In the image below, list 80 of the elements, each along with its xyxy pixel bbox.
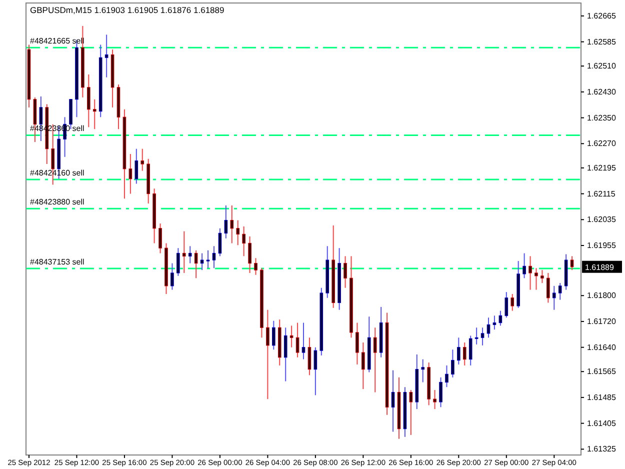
candlestick xyxy=(462,342,466,366)
candlestick xyxy=(200,252,204,271)
candlestick xyxy=(176,248,180,276)
candlestick xyxy=(480,327,484,346)
candlestick xyxy=(206,250,210,269)
y-tick-label: 1.62665 xyxy=(587,11,616,20)
candlestick xyxy=(391,370,395,432)
candlestick xyxy=(158,223,162,254)
candlestick xyxy=(546,272,550,304)
y-tick-label: 1.62115 xyxy=(587,189,616,198)
candlestick xyxy=(528,256,532,290)
candlestick xyxy=(409,390,413,436)
candlestick xyxy=(92,98,96,130)
y-tick-label: 1.62195 xyxy=(587,163,616,172)
candlestick xyxy=(457,337,460,365)
candlestick xyxy=(314,346,318,396)
candlestick xyxy=(445,364,448,388)
candlestick xyxy=(128,153,132,194)
y-tick-label: 1.61955 xyxy=(587,241,616,250)
candlestick xyxy=(104,34,108,78)
candlestick xyxy=(534,268,538,290)
y-tick-label: 1.61325 xyxy=(587,444,616,454)
candlestick xyxy=(170,262,174,290)
y-tick-label: 1.61405 xyxy=(587,418,616,428)
candlestick xyxy=(302,322,306,360)
candlestick xyxy=(212,246,216,269)
candlestick xyxy=(492,315,496,330)
candlestick xyxy=(308,337,312,376)
candlestick xyxy=(373,327,377,393)
candlestick xyxy=(194,250,198,279)
ref-line-label: #48437153 sell xyxy=(30,257,84,266)
candlestick xyxy=(504,292,508,318)
y-tick-label: 1.62430 xyxy=(587,87,616,96)
y-tick-label: 1.61485 xyxy=(587,393,616,402)
candlestick xyxy=(468,335,472,366)
y-tick-label: 1.61565 xyxy=(587,367,616,376)
candlestick xyxy=(439,376,442,408)
candlestick xyxy=(498,310,502,326)
candlestick xyxy=(486,317,490,338)
candlestick xyxy=(188,246,192,264)
candlestick xyxy=(134,148,138,184)
candlestick xyxy=(510,293,514,312)
candlestick xyxy=(266,309,270,400)
y-tick-label: 1.61800 xyxy=(587,291,616,300)
y-tick-label: 1.61720 xyxy=(587,317,616,326)
candlestick xyxy=(87,74,90,128)
candlestick xyxy=(230,204,234,244)
candlestick xyxy=(362,342,365,390)
candlestick xyxy=(296,322,300,358)
candlestick xyxy=(570,256,574,271)
candlestick xyxy=(218,228,222,257)
candlestick xyxy=(451,349,454,378)
candlestick xyxy=(254,258,258,276)
candlestick xyxy=(356,322,359,365)
y-tick-label: 1.62585 xyxy=(587,37,616,46)
ref-line-label: #48423880 sell xyxy=(30,198,84,207)
candlestick xyxy=(182,230,186,274)
candlestick xyxy=(558,282,562,300)
candlestick xyxy=(540,270,544,284)
candlestick xyxy=(433,390,436,410)
candlestick xyxy=(474,327,478,345)
candlestick xyxy=(552,285,556,310)
candlestick xyxy=(272,320,276,350)
y-tick-label: 1.62350 xyxy=(587,113,616,122)
y-tick-label: 1.62270 xyxy=(587,139,616,148)
candlestick xyxy=(344,256,347,288)
candlestick xyxy=(284,327,288,382)
candlestick xyxy=(248,236,252,274)
y-tick-label: 1.61640 xyxy=(587,342,616,352)
candlestick xyxy=(522,252,526,279)
price-tag: 1.61889 xyxy=(582,260,622,273)
chart-title: GBPUSDm,M15 1.61903 1.61905 1.61876 1.61889 xyxy=(30,5,224,15)
candlestick xyxy=(421,358,424,383)
candlestick xyxy=(224,204,228,239)
y-tick-label: 1.62035 xyxy=(587,215,616,224)
candlestick xyxy=(236,220,240,246)
y-tick-label: 1.62510 xyxy=(587,62,616,71)
candlestick xyxy=(140,148,144,172)
candlestick xyxy=(290,325,294,348)
candlestick xyxy=(242,226,246,257)
